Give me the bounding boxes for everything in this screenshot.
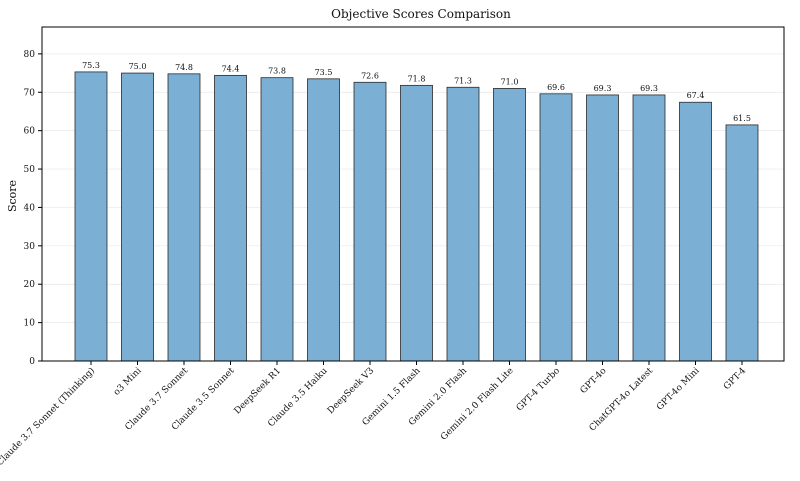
bars: 75.3 75.0 74.8 74.4 73.8 73.5 72.6 71.8 71.3 71.0…: [74, 61, 759, 362]
bar-value-label: 75.0: [129, 62, 147, 71]
y-tick-label: 60: [24, 127, 36, 137]
bar-value-label: 69.3: [594, 84, 612, 93]
x-tick-label: GPT-4o Mini: [655, 366, 702, 413]
bar-value-label: 74.4: [222, 64, 240, 73]
bar: [493, 88, 526, 362]
y-axis-ticks: 0 10 20 30 40 50 60 70 80: [24, 50, 42, 367]
y-tick-label: 10: [24, 319, 36, 329]
y-tick-label: 0: [29, 357, 35, 367]
chart-title: Objective Scores Comparison: [331, 7, 511, 21]
bar: [74, 71, 108, 362]
bar: [121, 72, 154, 362]
bar: [632, 94, 666, 362]
bar-value-label: 73.5: [315, 68, 333, 77]
bar-value-label: 72.6: [361, 71, 379, 80]
bar: [400, 84, 433, 362]
bar: [539, 93, 573, 362]
bar-value-label: 74.8: [175, 63, 193, 72]
y-tick-label: 40: [24, 203, 36, 213]
y-tick-label: 70: [24, 88, 36, 98]
bar: [307, 78, 340, 362]
bar-value-label: 71.3: [454, 76, 472, 85]
x-tick-label: Claude 3.7 Sonnet (Thinking): [0, 365, 97, 468]
x-axis-ticks: Claude 3.7 Sonnet (Thinking) o3 MiniClaud…: [0, 361, 748, 468]
y-tick-label: 20: [24, 280, 36, 290]
bar-value-label: 67.4: [687, 91, 705, 100]
bar: [353, 81, 387, 362]
bar: [446, 86, 480, 362]
bar: [260, 77, 294, 362]
y-tick-label: 50: [24, 165, 36, 175]
y-axis-label: Score: [6, 180, 19, 212]
x-tick-label: o3 Mini: [112, 366, 144, 398]
bar-value-label: 71.8: [408, 74, 426, 83]
bar: [725, 124, 759, 362]
bar-value-label: 61.5: [733, 114, 751, 123]
bar: [586, 94, 619, 362]
x-tick-label: GPT-4: [722, 366, 748, 392]
y-tick-label: 30: [24, 242, 36, 252]
bar-value-label: 73.8: [268, 67, 286, 76]
x-tick-label: DeepSeek R1: [233, 366, 283, 416]
x-tick-label: GPT-4 Turbo: [515, 366, 562, 413]
bar: [679, 101, 712, 362]
bar: [214, 74, 247, 362]
bar-value-label: 69.6: [547, 83, 565, 92]
bar-value-label: 71.0: [501, 77, 519, 86]
x-tick-label: GPT-4o: [579, 366, 609, 396]
x-tick-label: DeepSeek V3: [326, 366, 376, 416]
bar-value-label: 69.3: [640, 84, 658, 93]
bar-value-label: 75.3: [82, 61, 100, 70]
plot-frame: [41, 26, 785, 362]
y-tick-label: 80: [24, 50, 36, 60]
bar: [167, 73, 201, 362]
